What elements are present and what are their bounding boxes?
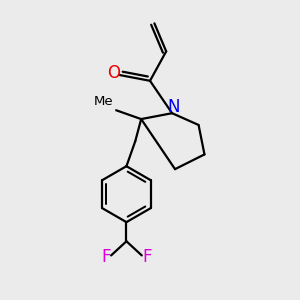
Text: F: F <box>142 248 152 266</box>
Text: F: F <box>101 248 111 266</box>
Text: N: N <box>167 98 179 116</box>
Text: Me: Me <box>94 95 114 108</box>
Text: O: O <box>107 64 120 82</box>
